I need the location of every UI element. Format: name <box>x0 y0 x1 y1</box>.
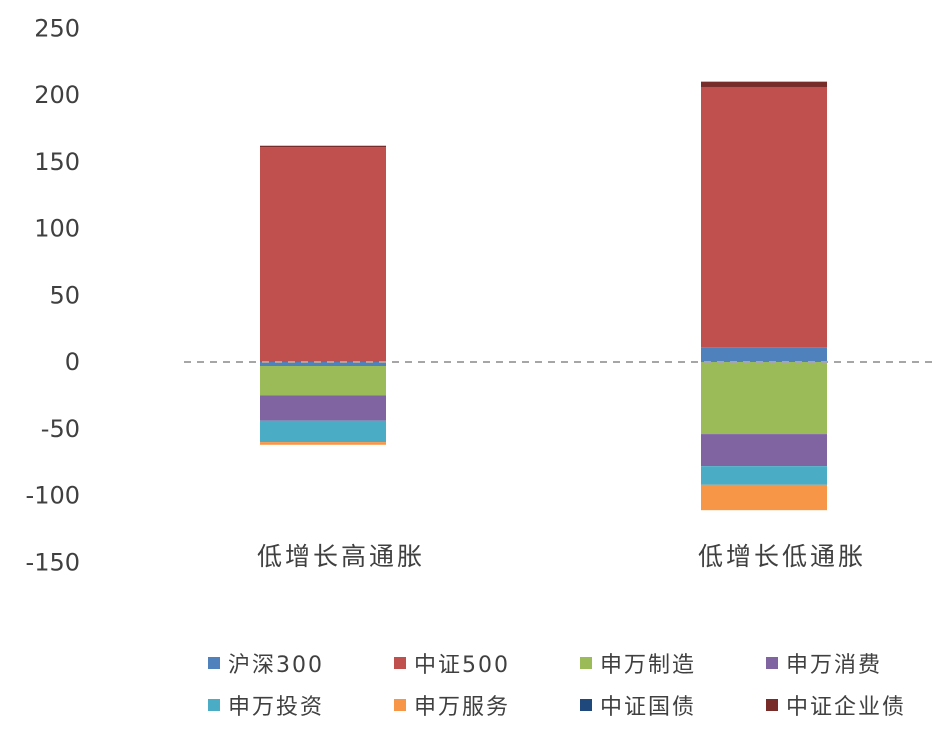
legend-label: 中证企业债 <box>786 695 907 720</box>
legend-item: 中证企业债 <box>766 690 938 720</box>
bar-segment <box>701 86 827 348</box>
legend-swatch <box>580 699 592 711</box>
bar-segment <box>701 81 827 87</box>
chart-svg: 250 200 150 100 50 0 -50 -100 -150 低增长高通胀 低增长低通胀 <box>26 14 934 576</box>
legend-swatch <box>766 699 778 711</box>
y-tick-label: 200 <box>34 81 80 109</box>
y-tick-label: 100 <box>34 215 80 243</box>
legend: 沪深300 中证500 申万制造 申万消费申万投资 申万服务 中证国债 中证企业债 <box>208 648 938 720</box>
category-label: 低增长高通胀 <box>257 542 425 571</box>
bar-segment <box>701 362 827 435</box>
y-tick-label: 0 <box>65 348 80 376</box>
legend-item: 申万制造 <box>580 648 766 678</box>
legend-label: 申万制造 <box>600 653 697 678</box>
legend-label: 申万消费 <box>786 653 883 678</box>
legend-item: 申万投资 <box>208 690 394 720</box>
legend-item: 沪深300 <box>208 648 394 678</box>
legend-item: 申万消费 <box>766 648 938 678</box>
y-tick-label: 250 <box>34 14 80 42</box>
bar-segment <box>260 442 386 445</box>
bar-segment <box>260 366 386 396</box>
legend-label: 申万服务 <box>414 695 511 720</box>
bar-segment <box>701 347 827 362</box>
x-axis: 低增长高通胀 低增长低通胀 <box>257 542 866 571</box>
legend-item: 申万服务 <box>394 690 580 720</box>
bars <box>260 81 827 511</box>
bar-segment <box>260 395 386 421</box>
bar-segment <box>260 145 386 148</box>
y-tick-label: -100 <box>26 482 80 510</box>
y-tick-label: 50 <box>49 281 80 309</box>
y-tick-label: -50 <box>41 415 80 443</box>
legend-label: 中证500 <box>414 653 510 678</box>
category-label: 低增长低通胀 <box>698 542 866 571</box>
legend-swatch <box>208 657 220 669</box>
legend-swatch <box>394 699 406 711</box>
legend-swatch <box>208 699 220 711</box>
bar-segment <box>260 420 386 443</box>
legend-swatch <box>394 657 406 669</box>
legend-swatch <box>766 657 778 669</box>
legend-label: 申万投资 <box>228 695 325 720</box>
legend-item: 中证国债 <box>580 690 766 720</box>
bar-segment <box>701 434 827 467</box>
legend-label: 沪深300 <box>228 653 324 678</box>
y-tick-label: 150 <box>34 148 80 176</box>
y-axis: 250 200 150 100 50 0 -50 -100 -150 <box>26 14 80 576</box>
legend-label: 中证国债 <box>600 695 697 720</box>
bar-segment <box>701 466 827 485</box>
legend-swatch <box>580 657 592 669</box>
bar-segment <box>701 484 827 511</box>
bar-segment <box>260 362 386 367</box>
bar-segment <box>260 147 386 362</box>
y-tick-label: -150 <box>26 548 80 576</box>
legend-item: 中证500 <box>394 648 580 678</box>
